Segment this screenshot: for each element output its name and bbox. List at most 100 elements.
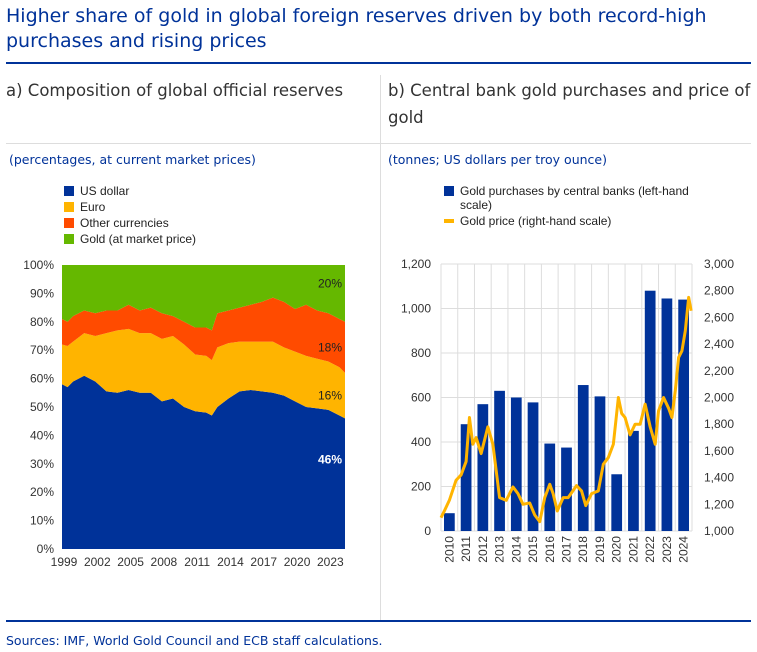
- legend-item-price: Gold price (right-hand scale): [444, 214, 714, 228]
- right-y-tick-label: 2,400: [704, 337, 734, 351]
- x-tick-label: 2017: [560, 536, 574, 563]
- x-tick-label: 2011: [184, 555, 210, 569]
- y-tick-label: 80%: [30, 315, 54, 329]
- panel-b-legend: Gold purchases by central banks (left-ha…: [444, 184, 714, 230]
- panel-b-subtitle: (tonnes; US dollars per troy ounce): [388, 152, 607, 167]
- x-tick-label: 2013: [493, 536, 507, 563]
- sources-note: Sources: IMF, World Gold Council and ECB…: [6, 633, 383, 648]
- legend-label: US dollar: [80, 184, 130, 198]
- left-y-tick-label: 600: [411, 391, 431, 405]
- x-tick-label: 2016: [543, 536, 557, 563]
- legend-item-gold: Gold (at market price): [64, 232, 196, 246]
- left-y-tick-label: 0: [424, 524, 431, 538]
- gold-price-line: [439, 295, 693, 524]
- bar-2024: [678, 299, 689, 531]
- title-rule: [6, 62, 751, 64]
- y-tick-label: 50%: [30, 400, 54, 414]
- bar-2013: [494, 390, 505, 531]
- x-tick-label: 2017: [250, 555, 277, 569]
- bar-2022: [644, 290, 656, 531]
- y-tick-label: 70%: [30, 343, 54, 357]
- left-y-tick-label: 200: [411, 480, 431, 494]
- right-y-tick-label: 1,800: [704, 417, 734, 431]
- bar-2018: [577, 385, 589, 531]
- bar-2021: [628, 430, 639, 531]
- area-us-dollar: [62, 375, 345, 549]
- end-label: 18%: [318, 340, 342, 354]
- right-y-tick-label: 2,600: [704, 310, 734, 324]
- x-tick-label: 2022: [643, 536, 657, 563]
- legend-line-swatch: [444, 219, 454, 223]
- y-tick-label: 60%: [30, 372, 54, 386]
- y-tick-label: 90%: [30, 286, 54, 300]
- x-tick-label: 2020: [610, 536, 624, 563]
- right-y-tick-label: 2,200: [704, 364, 734, 378]
- legend-item-other: Other currencies: [64, 216, 196, 230]
- legend-swatch: [444, 186, 454, 196]
- x-tick-label: 2011: [459, 536, 473, 562]
- x-tick-label: 2023: [660, 536, 674, 563]
- heading-rule: [6, 143, 751, 144]
- legend-label: Gold price (right-hand scale): [460, 214, 612, 228]
- panel-a-chart: 46% 16% 18% 20% 0% 10% 20% 30% 40% 50% 60% 70% 80% 90…: [23, 258, 345, 569]
- y-tick-label: 10%: [30, 514, 54, 528]
- bar-2019: [594, 396, 606, 531]
- y-tick-label: 20%: [30, 485, 54, 499]
- legend-swatch: [64, 218, 74, 228]
- x-tick-label: 2015: [526, 536, 540, 563]
- footer-rule: [6, 620, 751, 622]
- panel-a-legend: US dollar Euro Other currencies Gold (at…: [64, 184, 196, 248]
- legend-label: Other currencies: [80, 216, 169, 230]
- y-tick-label: 30%: [30, 457, 54, 471]
- left-y-tick-label: 1,000: [401, 302, 431, 316]
- bar-2010: [444, 513, 455, 531]
- panel-divider: [380, 75, 381, 620]
- area-other-currencies: [62, 297, 345, 373]
- bar-2017: [561, 447, 572, 531]
- left-y-tick-label: 800: [411, 346, 431, 360]
- x-tick-label: 2010: [442, 536, 456, 563]
- right-y-tick-label: 1,000: [704, 524, 734, 538]
- legend-label: Euro: [80, 200, 106, 214]
- x-tick-label: 2018: [576, 536, 590, 563]
- figure-title: Higher share of gold in global foreign r…: [6, 5, 707, 52]
- bar-2012: [477, 404, 489, 531]
- legend-swatch: [64, 186, 74, 196]
- legend-label: Gold (at market price): [80, 232, 197, 246]
- end-label: 20%: [318, 276, 342, 290]
- x-tick-label: 2020: [284, 555, 311, 569]
- x-tick-label: 1999: [51, 555, 78, 569]
- bar-2014: [510, 397, 522, 531]
- y-tick-label: 40%: [30, 428, 54, 442]
- left-y-tick-label: 1,200: [401, 257, 431, 271]
- y-tick-label: 0%: [37, 542, 55, 556]
- x-tick-label: 2014: [509, 536, 523, 563]
- x-tick-label: 2008: [151, 555, 178, 569]
- x-tick-label: 2014: [217, 555, 244, 569]
- right-y-tick-label: 1,600: [704, 444, 734, 458]
- x-tick-label: 2019: [593, 536, 607, 563]
- x-tick-label: 2012: [476, 536, 490, 563]
- area-gold-at-market-price-: [62, 265, 345, 331]
- right-y-tick-label: 1,400: [704, 471, 734, 485]
- left-y-tick-label: 400: [411, 435, 431, 449]
- panel-b-chart: 0 200 400 600 800 1,000 1,200 1,000 1,200 1,400 1,…: [401, 257, 734, 563]
- bar-2023: [661, 298, 673, 531]
- y-tick-label: 100%: [23, 258, 54, 272]
- panel-a-heading: a) Composition of global official reserv…: [6, 81, 344, 100]
- right-y-tick-label: 3,000: [704, 257, 734, 271]
- legend-swatch: [64, 202, 74, 212]
- right-y-tick-label: 1,200: [704, 497, 734, 511]
- right-y-tick-label: 2,800: [704, 284, 734, 298]
- legend-swatch: [64, 234, 74, 244]
- legend-item-purchases: Gold purchases by central banks (left-ha…: [444, 184, 714, 212]
- area-euro: [62, 328, 345, 419]
- x-tick-label: 2024: [677, 536, 691, 563]
- legend-item-euro: Euro: [64, 200, 196, 214]
- end-label: 46%: [318, 453, 342, 467]
- x-tick-label: 2002: [84, 555, 111, 569]
- end-label: 16%: [318, 389, 342, 403]
- bar-2011: [460, 424, 472, 531]
- legend-label: Gold purchases by central banks (left-ha…: [460, 184, 689, 212]
